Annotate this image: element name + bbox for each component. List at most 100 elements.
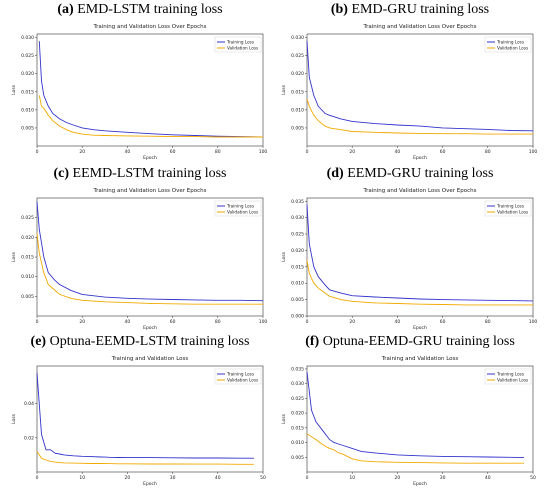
plot-frame xyxy=(306,197,534,317)
legend-label: Validation Loss xyxy=(497,378,528,383)
x-tick-label: 30 xyxy=(170,475,176,481)
y-axis-label: Loss xyxy=(281,251,287,262)
chart-title: Training and Validation Loss Over Epochs xyxy=(93,188,207,194)
y-tick-label: 0.010 xyxy=(291,440,304,446)
x-tick-label: 60 xyxy=(440,149,446,155)
x-axis-label: Epoch xyxy=(413,155,427,161)
y-tick-label: 0.025 xyxy=(291,232,304,238)
x-tick-label: 10 xyxy=(349,475,355,481)
chart-title: Training and Validation Loss Over Epochs xyxy=(363,24,477,30)
x-tick-label: 40 xyxy=(395,149,401,155)
chart-eemd-gru: Training and Validation Loss Over Epochs… xyxy=(281,188,537,331)
y-axis-label: Loss xyxy=(281,84,287,95)
chart-eemd-lstm: Training and Validation Loss Over Epochs… xyxy=(11,188,268,331)
plot-frame xyxy=(36,33,264,147)
x-tick-label: 10 xyxy=(79,475,85,481)
x-tick-label: 60 xyxy=(170,319,176,325)
x-tick-label: 0 xyxy=(306,475,309,481)
x-tick-label: 80 xyxy=(485,319,491,325)
y-axis-label: Loss xyxy=(11,413,17,424)
panel-title-text: Optuna-EEMD-LSTM training loss xyxy=(49,334,250,349)
y-axis-label: Loss xyxy=(281,413,287,424)
y-tick-label: 0.035 xyxy=(291,366,304,372)
legend-box xyxy=(484,36,532,53)
chart-optuna-eemd-lstm: Training and Validation Loss 0 10 20 30 40 50 0… xyxy=(11,356,266,487)
panel-letter: (d) xyxy=(326,166,344,181)
series-line-validation xyxy=(306,98,533,135)
y-tick-label: 0.025 xyxy=(21,215,34,221)
chart-title: Training and Validation Loss Over Epochs xyxy=(93,24,207,30)
series-line-training xyxy=(36,201,264,302)
panel-title-text: EEMD-GRU training loss xyxy=(347,166,494,181)
x-tick-label: 20 xyxy=(79,319,85,325)
y-tick-label: 0.000 xyxy=(291,314,304,320)
panel-f: (f) Optuna-EEMD-GRU training loss Traini… xyxy=(275,334,545,488)
panel-letter: (a) xyxy=(57,2,74,17)
legend-label: Training Loss xyxy=(496,372,524,377)
panel-title: (c) EEMD-LSTM training loss xyxy=(5,166,275,182)
y-tick-label: 0.020 xyxy=(21,235,34,241)
x-tick-label: 100 xyxy=(259,319,268,325)
x-tick-label: 20 xyxy=(349,149,355,155)
panel-title: (d) EEMD-GRU training loss xyxy=(275,166,545,182)
x-tick-label: 50 xyxy=(530,475,536,481)
legend-box xyxy=(484,368,532,385)
x-axis-label: Epoch xyxy=(143,155,157,161)
legend-box xyxy=(484,200,532,217)
series-line-training xyxy=(36,372,254,459)
panel-a: (a) EMD-LSTM training loss Training and … xyxy=(5,2,275,162)
y-axis-label: Loss xyxy=(11,84,17,95)
panel-c: (c) EEMD-LSTM training loss Training and… xyxy=(5,166,275,332)
y-tick-label: 0.015 xyxy=(21,89,34,95)
panel-b: (b) EMD-GRU training loss Training and V… xyxy=(275,2,545,162)
x-tick-label: 40 xyxy=(485,475,491,481)
y-tick-label: 0.020 xyxy=(291,411,304,417)
y-tick-label: 0.030 xyxy=(291,215,304,221)
x-tick-label: 40 xyxy=(125,149,131,155)
panel-d: (d) EEMD-GRU training loss Training and … xyxy=(275,166,545,332)
legend-label: Training Loss xyxy=(226,204,254,209)
x-tick-label: 0 xyxy=(36,319,39,325)
panel-title: (a) EMD-LSTM training loss xyxy=(5,2,275,18)
y-tick-label: 0.005 xyxy=(21,125,34,131)
y-tick-label: 0.025 xyxy=(21,53,34,59)
plot-frame xyxy=(306,365,534,473)
x-axis-label: Epoch xyxy=(143,481,157,487)
y-axis-label: Loss xyxy=(11,251,17,262)
x-tick-label: 80 xyxy=(215,149,221,155)
x-axis-label: Epoch xyxy=(143,325,157,331)
x-axis-label: Epoch xyxy=(413,325,427,331)
series-line-training xyxy=(306,371,525,459)
x-tick-label: 0 xyxy=(36,475,39,481)
legend-label: Training Loss xyxy=(496,40,524,45)
y-tick-label: 0.030 xyxy=(291,381,304,387)
legend-box xyxy=(214,200,262,217)
legend-label: Training Loss xyxy=(496,204,524,209)
panel-letter: (f) xyxy=(305,334,320,349)
panel-title: (b) EMD-GRU training loss xyxy=(275,2,545,18)
panel-title-text: EMD-LSTM training loss xyxy=(77,2,223,17)
y-tick-label: 0.015 xyxy=(21,255,34,261)
x-tick-label: 40 xyxy=(125,319,131,325)
legend-label: Validation Loss xyxy=(227,378,258,383)
y-tick-label: 0.035 xyxy=(291,199,304,205)
chart-title: Training and Validation Loss xyxy=(381,356,459,362)
panel-title: (f) Optuna-EEMD-GRU training loss xyxy=(275,334,545,350)
y-tick-label: 0.030 xyxy=(291,35,304,41)
series-line-training xyxy=(306,204,534,302)
panel-title-text: Optuna-EEMD-GRU training loss xyxy=(322,334,515,349)
series-line-validation xyxy=(306,260,533,306)
y-tick-label: 0.025 xyxy=(291,53,304,59)
panel-letter: (e) xyxy=(30,334,47,349)
series-line-validation xyxy=(36,233,263,305)
y-tick-label: 0.015 xyxy=(291,425,304,431)
legend-box xyxy=(214,36,262,53)
legend-label: Validation Loss xyxy=(497,46,528,51)
legend-box xyxy=(214,368,262,385)
legend-label: Training Loss xyxy=(226,40,254,45)
panel-title: (e) Optuna-EEMD-LSTM training loss xyxy=(5,334,275,350)
x-axis-label: Epoch xyxy=(413,481,427,487)
y-tick-label: 0.020 xyxy=(21,71,34,77)
legend-label: Training Loss xyxy=(226,372,254,377)
y-tick-label: 0.010 xyxy=(21,274,34,280)
